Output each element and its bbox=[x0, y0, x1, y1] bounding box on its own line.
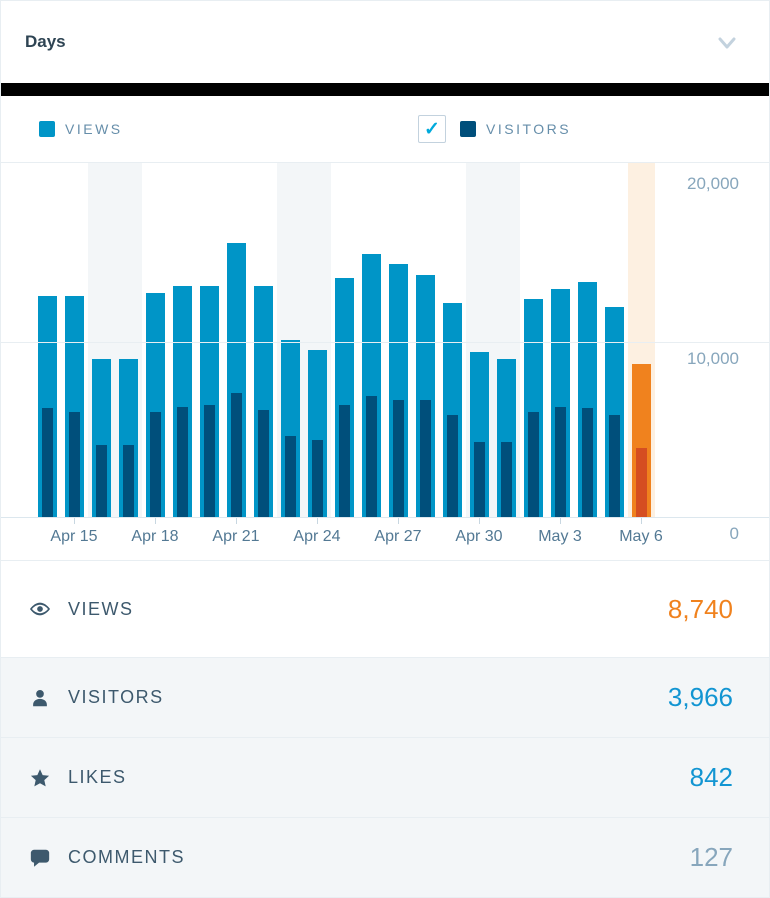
x-axis-tick-label: Apr 18 bbox=[131, 528, 179, 545]
comment-icon bbox=[29, 847, 51, 869]
legend-visitors-label: VISITORS bbox=[486, 121, 572, 137]
y-axis-tick-label: 20,000 bbox=[687, 174, 739, 193]
stat-label: VIEWS bbox=[68, 598, 134, 619]
x-axis-tick bbox=[317, 518, 318, 524]
x-axis-tick-label: May 6 bbox=[619, 528, 663, 545]
y-axis-tick-label: 10,000 bbox=[687, 349, 739, 368]
chart-legend: VIEWS ✓ VISITORS bbox=[1, 96, 769, 163]
person-icon bbox=[29, 687, 51, 709]
visitors-bar[interactable] bbox=[338, 405, 350, 517]
stat-value: 3,966 bbox=[667, 682, 733, 712]
chart-plot bbox=[1, 163, 661, 517]
views-swatch bbox=[39, 121, 55, 137]
visitors-bar[interactable] bbox=[311, 440, 323, 517]
visitors-checkbox[interactable]: ✓ bbox=[418, 115, 446, 143]
visitors-bar[interactable] bbox=[635, 448, 647, 517]
x-axis-tick-label: Apr 30 bbox=[455, 528, 503, 545]
visitors-bar[interactable] bbox=[446, 415, 458, 517]
visitors-bar[interactable] bbox=[176, 407, 188, 517]
stat-value: 8,740 bbox=[667, 593, 733, 624]
visitors-bar[interactable] bbox=[257, 410, 269, 517]
visitors-bar[interactable] bbox=[149, 412, 161, 517]
x-axis-tick-label: May 3 bbox=[538, 528, 582, 545]
visitors-swatch bbox=[460, 121, 476, 137]
x-axis-tick bbox=[641, 518, 642, 524]
stat-label: COMMENTS bbox=[68, 847, 185, 867]
visitors-bar[interactable] bbox=[95, 445, 107, 517]
visitors-bar[interactable] bbox=[68, 412, 80, 517]
eye-icon bbox=[29, 598, 51, 620]
chevron-down-icon[interactable] bbox=[715, 33, 739, 58]
divider-bar bbox=[1, 83, 769, 96]
x-axis-tick-label: Apr 21 bbox=[212, 528, 260, 545]
x-axis-tick bbox=[479, 518, 480, 524]
x-axis-tick bbox=[155, 518, 156, 524]
x-axis-tick-label: Apr 24 bbox=[293, 528, 341, 545]
period-selector[interactable]: Days bbox=[1, 1, 769, 83]
legend-views: VIEWS bbox=[39, 96, 123, 162]
visitors-bar[interactable] bbox=[608, 415, 620, 517]
stat-label: VISITORS bbox=[68, 687, 164, 707]
visitors-bar[interactable] bbox=[527, 412, 539, 517]
stat-row-visitors[interactable]: VISITORS 3,966 bbox=[1, 657, 769, 737]
stat-row-views[interactable]: VIEWS 8,740 bbox=[1, 561, 769, 657]
stat-row-likes[interactable]: LIKES 842 bbox=[1, 737, 769, 817]
visitors-bar[interactable] bbox=[203, 405, 215, 517]
stat-value: 842 bbox=[689, 762, 733, 792]
bar-chart: 20,000 10,000 0 Apr 15 Apr 18 Apr 21 Apr 24 Ap… bbox=[1, 163, 769, 560]
stat-row-comments[interactable]: COMMENTS 127 bbox=[1, 817, 769, 897]
visitors-bar[interactable] bbox=[365, 396, 377, 517]
star-icon bbox=[29, 767, 51, 789]
legend-visitors: ✓ VISITORS bbox=[418, 96, 571, 162]
x-axis-tick bbox=[236, 518, 237, 524]
y-axis-tick-label: 0 bbox=[729, 524, 739, 543]
stat-label: LIKES bbox=[68, 767, 127, 787]
stats-summary: VIEWS 8,740 VISITORS 3,966 LIKES 842 COM… bbox=[1, 560, 769, 897]
visitors-bar[interactable] bbox=[500, 442, 512, 517]
gridline-10000 bbox=[1, 342, 769, 343]
x-axis-tick-label: Apr 27 bbox=[374, 528, 422, 545]
visitors-bar[interactable] bbox=[554, 407, 566, 517]
visitors-bar[interactable] bbox=[230, 393, 242, 517]
visitors-bar[interactable] bbox=[284, 436, 296, 517]
visitors-bar[interactable] bbox=[122, 445, 134, 517]
x-axis-tick-label: Apr 15 bbox=[50, 528, 98, 545]
x-axis-tick bbox=[560, 518, 561, 524]
x-axis-tick bbox=[74, 518, 75, 524]
visitors-bar[interactable] bbox=[581, 408, 593, 517]
checkmark-icon: ✓ bbox=[424, 118, 440, 140]
stat-value: 127 bbox=[689, 842, 733, 872]
visitors-bar[interactable] bbox=[473, 442, 485, 517]
page-title: Days bbox=[25, 32, 66, 51]
x-axis-line bbox=[1, 517, 769, 518]
visitors-bar[interactable] bbox=[419, 400, 431, 517]
visitors-bar[interactable] bbox=[41, 408, 53, 517]
legend-views-label: VIEWS bbox=[65, 121, 123, 137]
visitors-bar[interactable] bbox=[392, 400, 404, 517]
x-axis-tick bbox=[398, 518, 399, 524]
